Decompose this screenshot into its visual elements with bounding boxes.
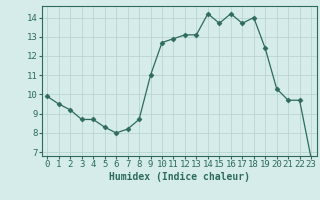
X-axis label: Humidex (Indice chaleur): Humidex (Indice chaleur) xyxy=(109,172,250,182)
